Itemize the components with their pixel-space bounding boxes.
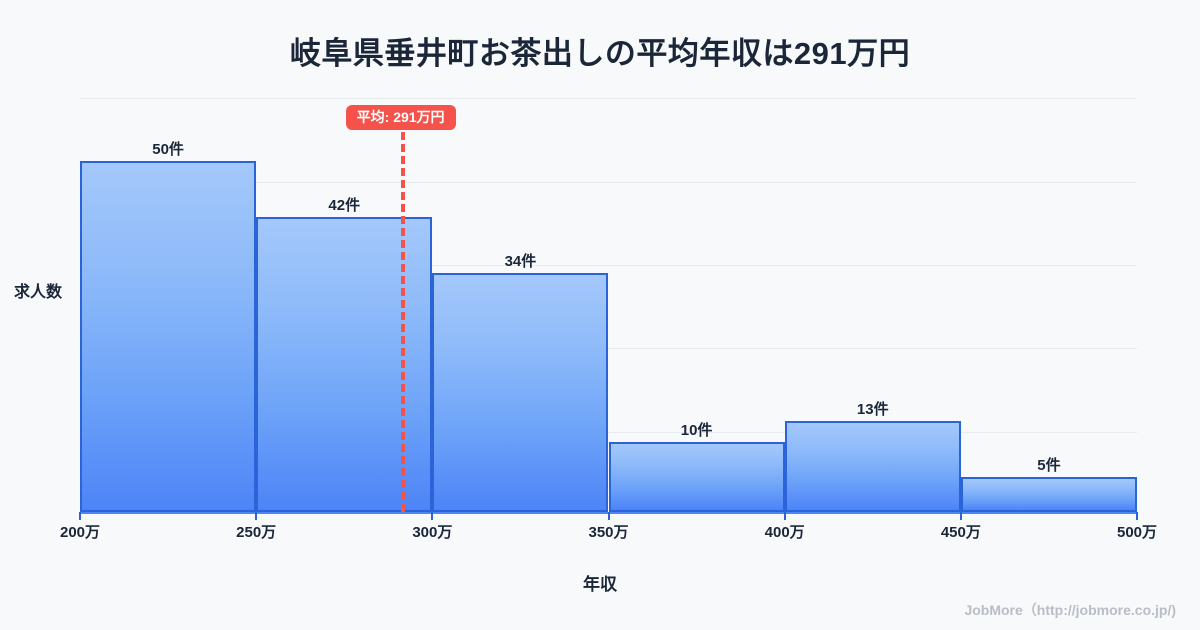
x-tick-mark xyxy=(431,512,434,520)
x-tick-label: 400万 xyxy=(764,524,805,541)
bar xyxy=(432,273,609,512)
bar-value-label: 10件 xyxy=(680,421,713,439)
bar-value-label: 42件 xyxy=(328,197,361,215)
bar xyxy=(784,420,961,512)
x-tick-label: 200万 xyxy=(59,524,101,541)
x-tick-mark xyxy=(1136,512,1138,520)
bar xyxy=(80,161,257,512)
gridline xyxy=(80,265,1137,266)
x-tick-mark xyxy=(783,512,786,520)
average-line xyxy=(400,132,405,512)
x-tick-label: 250万 xyxy=(236,524,277,541)
x-tick-label: 500万 xyxy=(1116,524,1158,541)
bar-value-label: 34件 xyxy=(504,253,537,271)
x-tick-mark xyxy=(79,512,81,520)
y-axis-title: 求人数 xyxy=(14,284,63,301)
gridline xyxy=(80,348,1137,349)
gridline xyxy=(80,182,1137,183)
plot-area xyxy=(80,98,1137,512)
chart-title: 岐阜県垂井町お茶出しの平均年収は291万円 xyxy=(289,36,911,71)
x-tick-mark xyxy=(959,512,962,520)
x-tick-label: 350万 xyxy=(588,524,629,541)
x-tick-label: 300万 xyxy=(412,524,453,541)
average-badge: 平均: 291万円 xyxy=(345,105,456,130)
bar xyxy=(960,476,1137,512)
gridline xyxy=(80,432,1137,433)
bar-value-label: 50件 xyxy=(152,141,184,159)
x-axis-title: 年収 xyxy=(583,575,617,594)
bar-value-label: 5件 xyxy=(1037,456,1061,474)
bar xyxy=(608,441,785,512)
x-tick-mark xyxy=(607,512,610,520)
x-tick-mark xyxy=(255,512,258,520)
x-tick-label: 450万 xyxy=(940,524,981,541)
bar xyxy=(256,217,433,512)
bar-value-label: 13件 xyxy=(856,400,889,418)
gridline xyxy=(80,98,1137,99)
footer-credit: JobMore（http://jobmore.co.jp/) xyxy=(964,602,1176,618)
